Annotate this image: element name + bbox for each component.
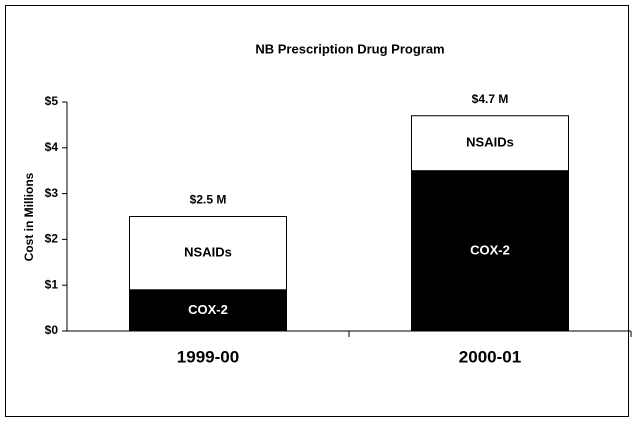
y-tick-label: $0 (45, 323, 59, 337)
segment-label: NSAIDs (184, 245, 232, 260)
chart-title: NB Prescription Drug Program (255, 41, 444, 56)
total-label: $4.7 M (472, 92, 509, 106)
x-tick-label: 1999-00 (177, 347, 239, 366)
total-label: $2.5 M (190, 193, 227, 207)
y-axis-label: Cost in Millions (22, 172, 36, 261)
y-tick-label: $2 (45, 232, 59, 246)
y-tick-label: $1 (45, 277, 59, 291)
bar-segment (411, 170, 569, 332)
bar-segment (129, 216, 287, 291)
y-tick-label: $5 (45, 94, 59, 108)
bar-segment (129, 289, 287, 332)
segment-label: COX-2 (470, 242, 510, 257)
x-tick-label: 2000-01 (459, 347, 521, 366)
bar-segment (411, 115, 569, 172)
y-tick-label: $4 (45, 140, 59, 154)
segment-label: NSAIDs (466, 135, 514, 150)
segment-label: COX-2 (188, 302, 228, 317)
y-tick-label: $3 (45, 186, 59, 200)
